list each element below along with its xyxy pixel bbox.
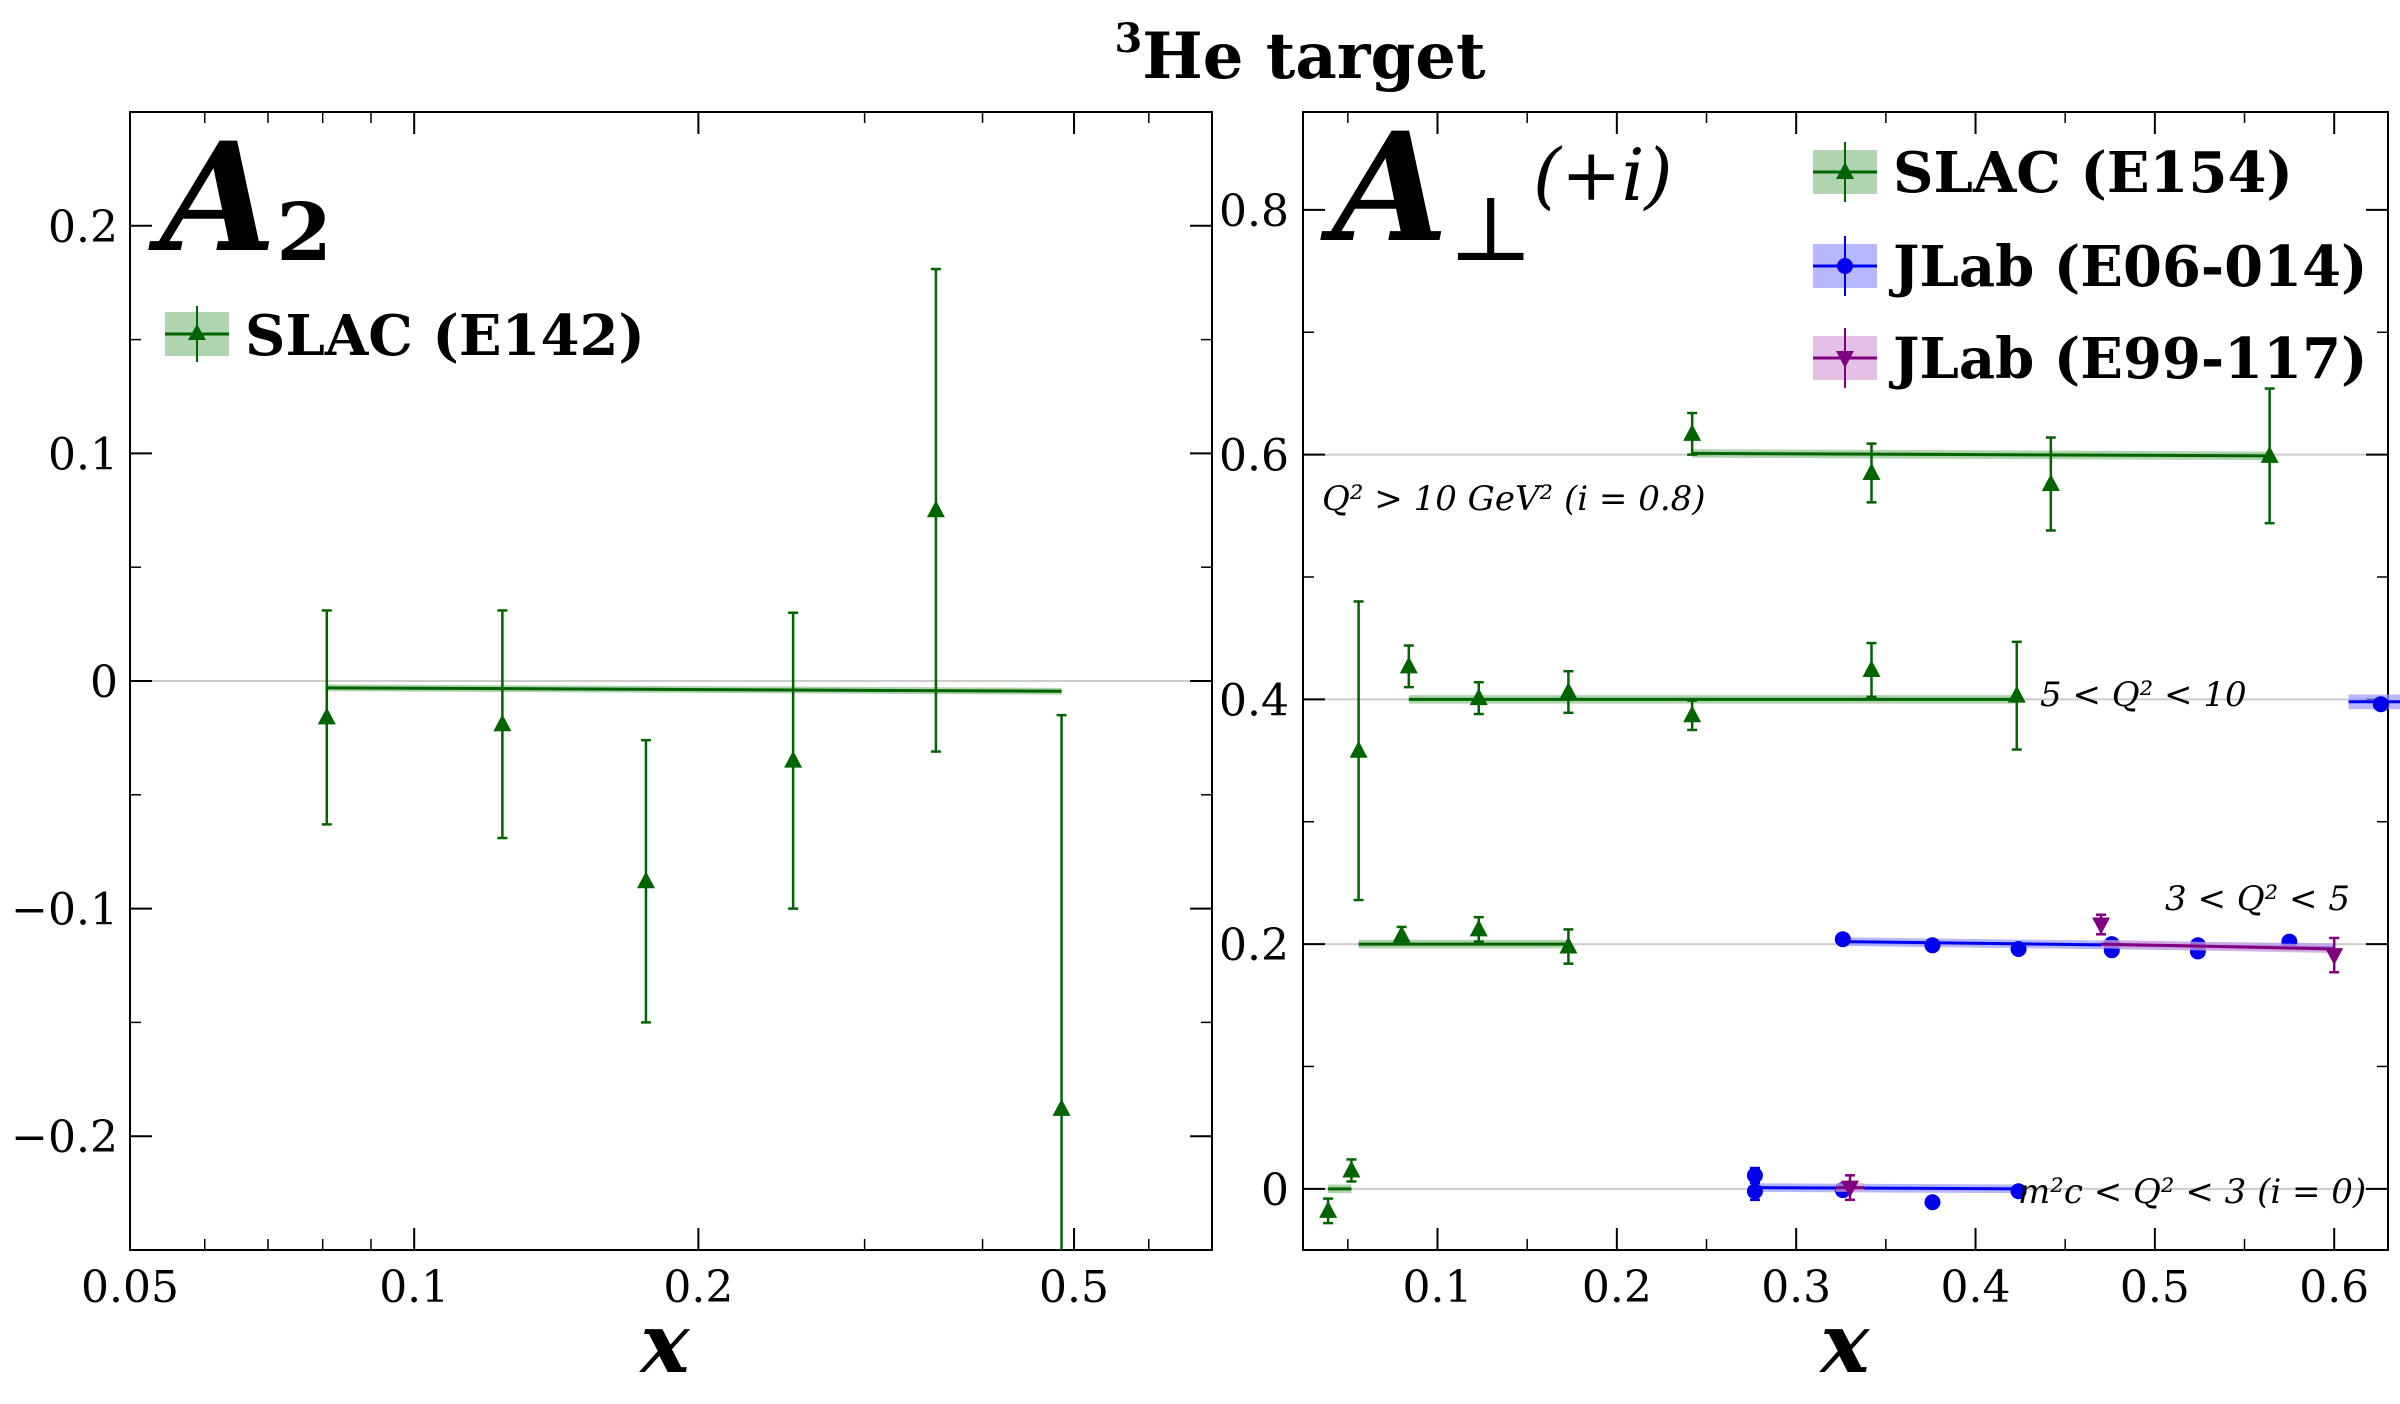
y-tick-label: 0.4 (1219, 675, 1289, 726)
right-panel-label: A⊥(+i) (1320, 100, 1673, 282)
x-tick-label: 0.5 (2120, 1262, 2190, 1313)
annotation-q2-gt-10: Q² > 10 GeV² (i = 0.8) (1322, 479, 1706, 519)
x-tick-label: 0.2 (663, 1262, 733, 1313)
right-panel-label-sub: ⊥ (1448, 177, 1533, 282)
data-point (636, 871, 655, 889)
left-legend: SLAC (E142) (165, 303, 645, 369)
x-tick-label: 0.2 (1582, 1262, 1652, 1313)
y-tick-label: −0.2 (11, 1112, 118, 1163)
data-point (2007, 685, 2026, 703)
data-point (1399, 656, 1418, 674)
y-tick-label: 0.2 (48, 202, 118, 253)
right-panel-a-perp: 0 0.2 0.4 0.6 0.8 0.1 0.2 0.3 0.4 0.5 0.6 A⊥(+i) S… (1219, 100, 2400, 1392)
x-tick-label: 0.05 (81, 1262, 179, 1313)
x-tick-label: 0.1 (1403, 1262, 1473, 1313)
y-tick-label: 0 (1261, 1165, 1289, 1216)
data-point (1559, 936, 1578, 954)
legend-label-jlab-e99-117: JLab (E99-117) (1888, 326, 2368, 392)
legend-label-slac-e154: SLAC (E154) (1893, 140, 2293, 206)
data-point (1924, 1194, 1941, 1211)
fit-line (1692, 451, 2270, 458)
legend-swatch-marker (1837, 258, 1853, 274)
data-point (1052, 1098, 1071, 1116)
right-panel-label-main: A (1320, 100, 1448, 276)
right-panel-label-suffix: (+i) (1533, 133, 1673, 217)
data-point (2325, 948, 2344, 966)
legend-swatch-marker (1836, 162, 1854, 179)
fit-line (1754, 1186, 2019, 1191)
annotation-q2-5-10: 5 < Q² < 10 (2040, 675, 2247, 715)
x-tick-label: 0.1 (379, 1262, 449, 1313)
data-point (1862, 462, 1881, 480)
x-tick-label: 0.5 (1039, 1262, 1109, 1313)
y-tick-label: 0.6 (1219, 431, 1289, 482)
x-tick-label: 0.6 (2299, 1262, 2369, 1313)
left-legend-label: SLAC (E142) (245, 303, 645, 369)
fit-line (326, 686, 1062, 693)
data-point (1349, 740, 1368, 758)
legend-label-jlab-e06-014: JLab (E06-014) (1888, 234, 2368, 300)
data-point (1683, 423, 1702, 441)
left-panel-label-sub: 2 (276, 185, 332, 279)
figure-title-text: He target (1142, 19, 1486, 94)
data-point (317, 707, 336, 725)
data-point (2010, 1183, 2027, 1200)
data-point (493, 714, 512, 732)
data-point (784, 750, 803, 768)
left-panel-label-main: A (148, 110, 276, 286)
x-tick-label: 0.3 (1761, 1262, 1831, 1313)
left-panel-a2: −0.2 −0.1 0 0.1 0.2 0.05 0.1 0.2 0.5 A2 SLAC (E1… (11, 110, 1213, 1392)
data-point (1469, 919, 1488, 937)
data-point (2372, 696, 2389, 713)
right-x-axis-label: x (1819, 1296, 1871, 1392)
annotation-q2-3-5: 3 < Q² < 5 (2165, 879, 2350, 919)
left-legend-swatch-marker (188, 324, 206, 340)
y-tick-label: 0.1 (48, 429, 118, 480)
data-point (1924, 937, 1941, 954)
fit-line (2101, 942, 2335, 951)
data-point (1862, 659, 1881, 677)
right-legend: SLAC (E154) JLab (E06-014) JLab (E99-117… (1813, 140, 2368, 392)
data-point (2041, 473, 2060, 491)
data-point (1319, 1200, 1338, 1218)
figure-title-superscript: 3 (1114, 15, 1142, 62)
data-point (2260, 445, 2279, 463)
data-point (1392, 925, 1411, 943)
data-point (2010, 940, 2027, 957)
left-panel-label: A2 (148, 110, 332, 286)
y-tick-label: 0.8 (1219, 186, 1289, 237)
data-point (2092, 917, 2111, 935)
figure-title: 3He target (1114, 15, 1486, 94)
y-tick-label: 0.2 (1219, 920, 1289, 971)
data-point (1559, 682, 1578, 700)
data-point (926, 500, 945, 518)
data-point (1746, 1167, 1763, 1184)
data-point (1840, 1180, 1859, 1198)
y-tick-label: 0 (90, 657, 118, 708)
left-x-axis-label: x (639, 1296, 691, 1392)
y-tick-label: −0.1 (11, 885, 118, 936)
data-point (1834, 931, 1851, 948)
legend-swatch-marker (1836, 351, 1854, 368)
x-tick-label: 0.4 (1941, 1262, 2011, 1313)
right-plot-frame (1302, 111, 2389, 1251)
data-point (1746, 1183, 1763, 1200)
data-point (1342, 1160, 1361, 1178)
annotation-q2-mc-3: m²c < Q² < 3 (i = 0) (2018, 1172, 2366, 1212)
data-point (1683, 705, 1702, 723)
data-point (1469, 688, 1488, 706)
